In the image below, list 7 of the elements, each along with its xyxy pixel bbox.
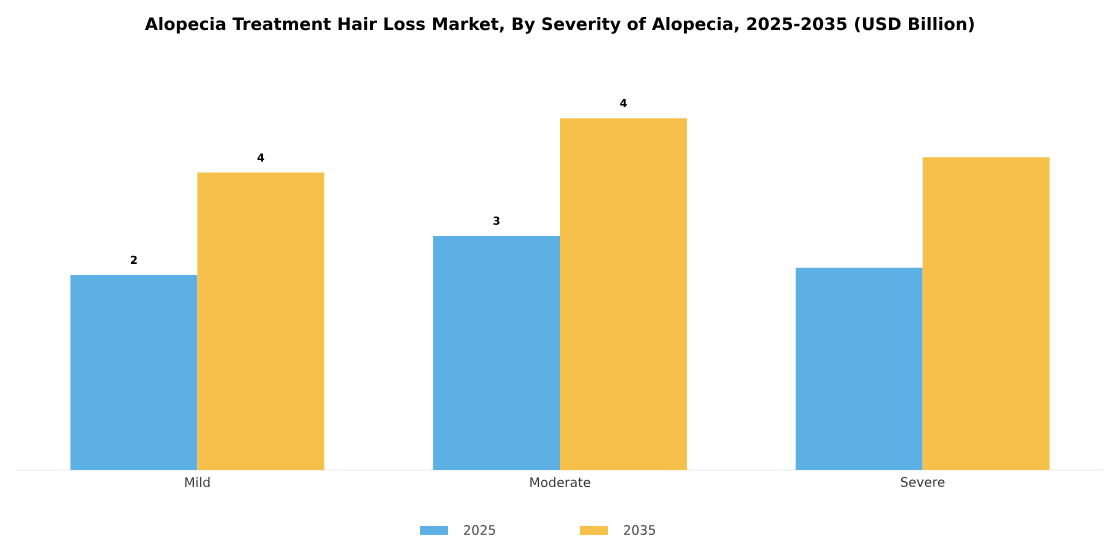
bar — [560, 118, 687, 470]
bar — [197, 172, 325, 470]
bar — [433, 235, 560, 470]
bar — [70, 274, 198, 470]
bar — [795, 267, 923, 470]
chart-title: Alopecia Treatment Hair Loss Market, By Severity of Alopecia, 2025-2035 (USD Billion) — [144, 17, 974, 34]
bar — [922, 157, 1050, 470]
